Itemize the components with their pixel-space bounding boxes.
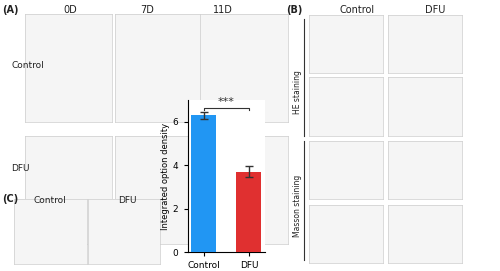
Text: Control: Control <box>34 196 66 205</box>
Text: 7D: 7D <box>140 5 154 15</box>
Text: 11D: 11D <box>212 5 233 15</box>
Text: (A): (A) <box>2 5 19 15</box>
Text: DFU: DFU <box>425 5 445 15</box>
Text: HE staining: HE staining <box>294 70 302 114</box>
Text: Masson staining: Masson staining <box>294 175 302 237</box>
Text: Control: Control <box>11 60 44 70</box>
Bar <box>236 172 262 252</box>
Y-axis label: Integrated option density: Integrated option density <box>161 122 170 230</box>
Text: (B): (B) <box>286 5 302 15</box>
Text: DFU: DFU <box>11 163 30 173</box>
Text: DFU: DFU <box>118 196 137 205</box>
Text: ***: *** <box>218 97 234 107</box>
Bar <box>191 115 216 252</box>
Text: 0D: 0D <box>63 5 77 15</box>
Text: Control: Control <box>340 5 375 15</box>
Text: (C): (C) <box>2 194 19 204</box>
